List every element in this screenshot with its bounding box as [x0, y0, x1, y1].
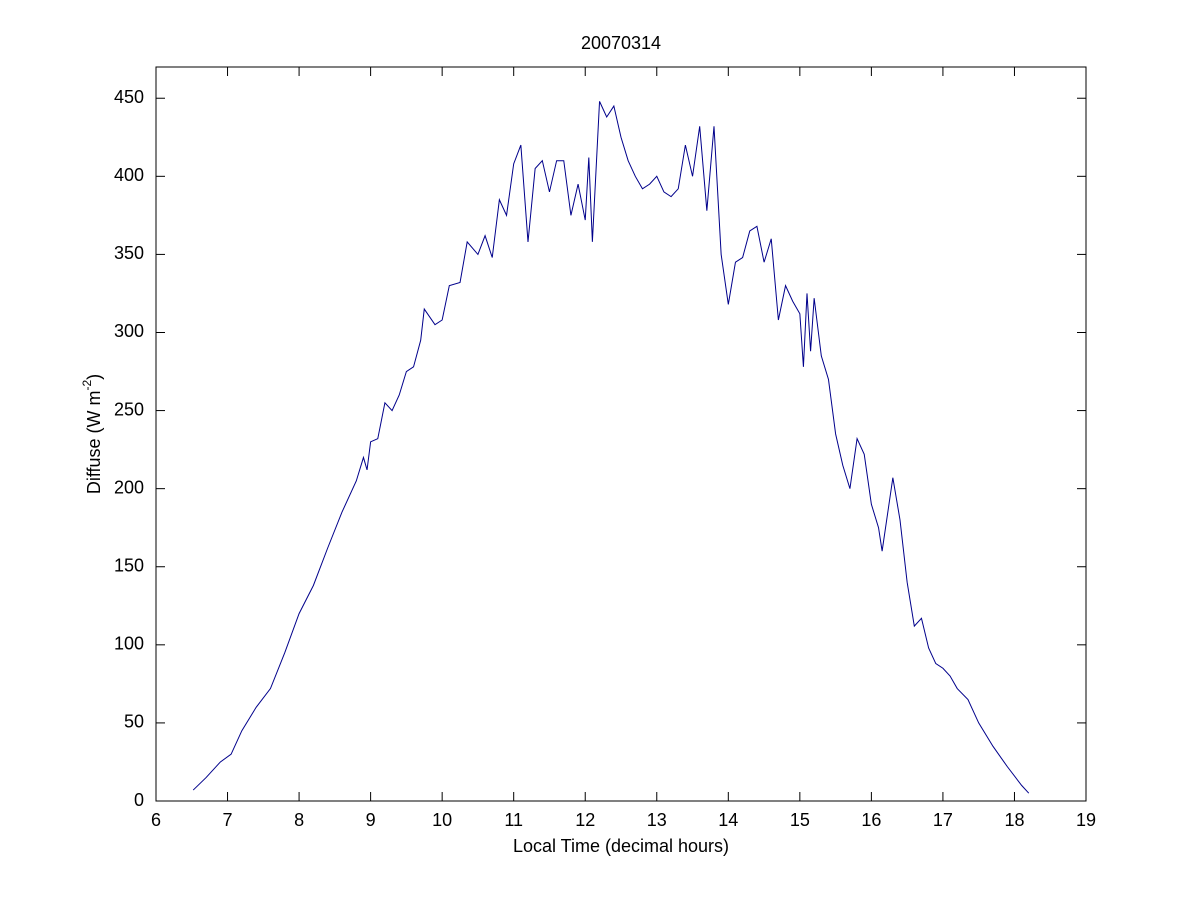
y-tick-label: 0	[134, 790, 144, 810]
y-tick-label: 250	[114, 399, 144, 419]
y-axis-label-end: )	[84, 374, 104, 380]
x-tick-label: 13	[647, 810, 667, 830]
y-tick-label: 450	[114, 87, 144, 107]
y-tick-label: 50	[124, 712, 144, 732]
y-tick-label: 300	[114, 321, 144, 341]
x-tick-label: 6	[151, 810, 161, 830]
x-tick-label: 19	[1076, 810, 1096, 830]
x-axis-label: Local Time (decimal hours)	[513, 836, 729, 856]
x-tick-label: 10	[432, 810, 452, 830]
y-tick-label: 150	[114, 555, 144, 575]
axes-box	[155, 66, 1087, 802]
y-axis-label-superscript: -2	[80, 379, 94, 390]
x-tick-label: 8	[294, 810, 304, 830]
y-tick-label: 200	[114, 477, 144, 497]
x-tick-label: 9	[366, 810, 376, 830]
x-tick-label: 11	[504, 810, 523, 830]
y-axis-label-text: Diffuse (W m	[84, 390, 104, 494]
y-tick-label: 100	[114, 634, 144, 654]
x-tick-label: 15	[790, 810, 810, 830]
y-tick-label: 350	[114, 243, 144, 263]
x-tick-label: 18	[1004, 810, 1024, 830]
x-tick-label: 17	[933, 810, 953, 830]
y-tick-label: 400	[114, 165, 144, 185]
x-tick-label: 12	[575, 810, 595, 830]
chart-title: 20070314	[581, 33, 661, 53]
x-tick-label: 16	[861, 810, 881, 830]
x-tick-label: 7	[223, 810, 233, 830]
x-tick-label: 14	[718, 810, 738, 830]
y-axis-label: Diffuse (W m-2)	[80, 374, 104, 494]
data-line	[192, 101, 1030, 794]
